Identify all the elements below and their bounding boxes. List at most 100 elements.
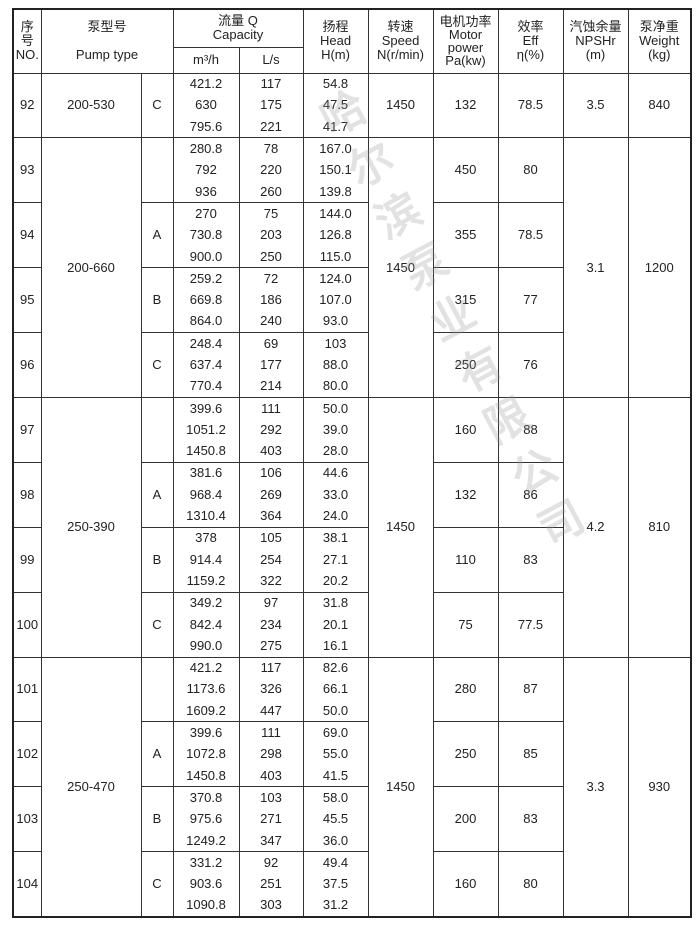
- head-m: 24.0: [302, 505, 369, 528]
- capacity-ls: 292: [238, 419, 304, 441]
- efficiency: 77: [497, 267, 564, 334]
- speed: 1450: [367, 656, 434, 918]
- capacity-m3h: 968.4: [172, 484, 240, 506]
- efficiency: 85: [497, 721, 564, 788]
- head-m: 20.2: [302, 570, 369, 593]
- efficiency: 76: [497, 332, 564, 398]
- table-row: 97 250-390 399.6 111 50.0 1450 160 88 4.2 810: [12, 396, 692, 658]
- capacity-m3h: 378: [172, 526, 240, 550]
- table-row: 968.4 269 33.0: [13, 484, 691, 506]
- head-m: 44.6: [302, 461, 369, 485]
- capacity-m3h: 914.4: [172, 549, 240, 571]
- impeller-variant: B: [140, 267, 174, 334]
- efficiency: 86: [497, 461, 564, 528]
- head-m: 80.0: [302, 375, 369, 398]
- table-row: 770.4 214 80.0: [13, 375, 691, 398]
- table-row: 630 175 47.5: [13, 94, 691, 117]
- motor-power: 160: [432, 851, 499, 918]
- capacity-ls: 78: [238, 137, 304, 160]
- capacity-m3h: 1249.2: [172, 829, 240, 853]
- npshr: 3.5: [562, 72, 629, 139]
- table-row: 1090.8 303 31.2: [13, 894, 691, 918]
- pump-spec-table: 序号 NO. 泵型号 Pump type 流量 Q Capacity 扬程 Head H(…: [12, 8, 693, 919]
- speed: 1450: [367, 396, 434, 658]
- row-number: 96: [12, 332, 42, 398]
- capacity-ls: 111: [238, 721, 304, 744]
- capacity-m3h: 1609.2: [172, 700, 240, 723]
- capacity-m3h: 1072.8: [172, 743, 240, 765]
- table-row: 1051.2 292 39.0: [13, 419, 691, 441]
- head-m: 55.0: [302, 743, 369, 765]
- head-m: 50.0: [302, 700, 369, 723]
- capacity-ls: 92: [238, 851, 304, 874]
- motor-power: 160: [432, 396, 499, 463]
- head-m: 37.5: [302, 873, 369, 895]
- efficiency: 88: [497, 396, 564, 463]
- capacity-m3h: 1450.8: [172, 765, 240, 788]
- capacity-m3h: 1450.8: [172, 440, 240, 463]
- head-m: 69.0: [302, 721, 369, 744]
- impeller-variant: A: [140, 202, 174, 269]
- capacity-ls: 275: [238, 635, 304, 658]
- head-m: 115.0: [302, 245, 369, 269]
- head-m: 167.0: [302, 137, 369, 160]
- capacity-m3h: 399.6: [172, 721, 240, 744]
- table-body: 92 200-530 C 421.2 117 54.8 1450 132 78.5 3.5 840 6…: [12, 72, 692, 918]
- capacity-ls: 298: [238, 743, 304, 765]
- table-row: 1072.8 298 55.0: [13, 743, 691, 765]
- table-row: 914.4 254 27.1: [13, 549, 691, 571]
- capacity-ls: 269: [238, 484, 304, 506]
- table-row: 1310.4 364 24.0: [13, 505, 691, 528]
- weight: 1200: [627, 137, 692, 398]
- row-number: 93: [12, 137, 42, 204]
- capacity-m3h: 1090.8: [172, 894, 240, 918]
- capacity-m3h: 399.6: [172, 396, 240, 420]
- table-row: 100 C 349.2 97 31.8 75 77.5: [12, 591, 691, 658]
- capacity-m3h: 270: [172, 202, 240, 225]
- efficiency: 80: [497, 851, 564, 918]
- header-weight: 泵净重 Weight (kg): [627, 8, 692, 74]
- capacity-m3h: 259.2: [172, 267, 240, 290]
- capacity-ls: 303: [238, 894, 304, 918]
- capacity-m3h: 421.2: [172, 72, 240, 95]
- impeller-variant: B: [140, 526, 174, 593]
- header-head: 扬程 Head H(m): [302, 8, 369, 74]
- table-row: 730.8 203 126.8: [13, 224, 691, 246]
- table-row: 92 200-530 C 421.2 117 54.8 1450 132 78.5 3.5 840: [12, 72, 692, 139]
- capacity-ls: 106: [238, 461, 304, 485]
- header-speed: 转速 Speed N(r/min): [367, 8, 434, 74]
- motor-power: 355: [432, 202, 499, 269]
- row-number: 104: [12, 851, 42, 918]
- row-number: 101: [12, 656, 42, 723]
- head-m: 45.5: [302, 808, 369, 830]
- row-number: 98: [12, 461, 42, 528]
- impeller-variant: B: [140, 786, 174, 853]
- head-m: 144.0: [302, 202, 369, 225]
- impeller-variant: A: [140, 721, 174, 788]
- table-row: 864.0 240 93.0: [13, 310, 691, 334]
- efficiency: 77.5: [497, 591, 564, 658]
- head-m: 36.0: [302, 829, 369, 853]
- table-row: 93 200-660 280.8 78 167.0 1450 450 80 3.1 1200: [12, 137, 692, 398]
- table-row: 99 B 378 105 38.1 110 83: [12, 526, 691, 593]
- row-number: 99: [12, 526, 42, 593]
- impeller-variant: C: [140, 591, 174, 658]
- capacity-m3h: 864.0: [172, 310, 240, 334]
- npshr: 3.3: [562, 656, 629, 918]
- capacity-ls: 97: [238, 591, 304, 614]
- motor-power: 315: [432, 267, 499, 334]
- capacity-m3h: 381.6: [172, 461, 240, 485]
- table-row: 1159.2 322 20.2: [13, 570, 691, 593]
- motor-power: 250: [432, 721, 499, 788]
- capacity-ls: 117: [238, 72, 304, 95]
- table-row: 792 220 150.1: [13, 159, 691, 181]
- impeller-variant: C: [140, 851, 174, 918]
- table-row: 95 B 259.2 72 124.0 315 77: [12, 267, 691, 334]
- efficiency: 78.5: [497, 202, 564, 269]
- head-m: 41.7: [302, 116, 369, 139]
- capacity-ls: 175: [238, 94, 304, 117]
- table-row: 1249.2 347 36.0: [13, 829, 691, 853]
- head-m: 150.1: [302, 159, 369, 181]
- table-row: 936 260 139.8: [13, 180, 691, 204]
- row-number: 103: [12, 786, 42, 853]
